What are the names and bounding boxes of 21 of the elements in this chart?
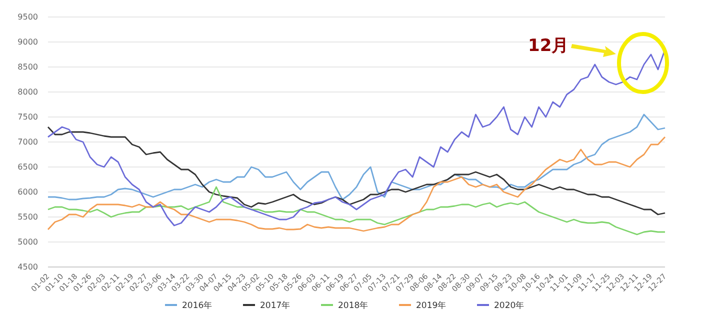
y-tick-label: 7500 xyxy=(18,112,38,122)
y-tick-label: 8000 xyxy=(18,88,38,97)
y-tick-label: 6500 xyxy=(18,162,38,172)
y-tick-label: 4500 xyxy=(18,262,38,272)
legend-label: 2019年 xyxy=(416,300,447,311)
legend-label: 2018年 xyxy=(338,300,369,311)
line-series xyxy=(47,114,666,200)
legend-label: 2017年 xyxy=(260,300,291,311)
legend-label: 2020年 xyxy=(494,300,525,311)
annotation: 12月 xyxy=(528,36,569,56)
y-tick-label: 6000 xyxy=(18,188,38,197)
line-series xyxy=(47,186,666,236)
y-tick-label: 5500 xyxy=(18,212,38,222)
y-tick-label: 7000 xyxy=(18,138,38,147)
y-tick-label: 9500 xyxy=(18,12,38,22)
y-tick-label: 5000 xyxy=(18,238,38,247)
y-tick-label: 8500 xyxy=(18,62,38,72)
line-series xyxy=(47,126,666,216)
y-tick-label: 9000 xyxy=(18,38,38,47)
legend-label: 2016年 xyxy=(182,300,213,311)
line-series xyxy=(47,136,666,232)
